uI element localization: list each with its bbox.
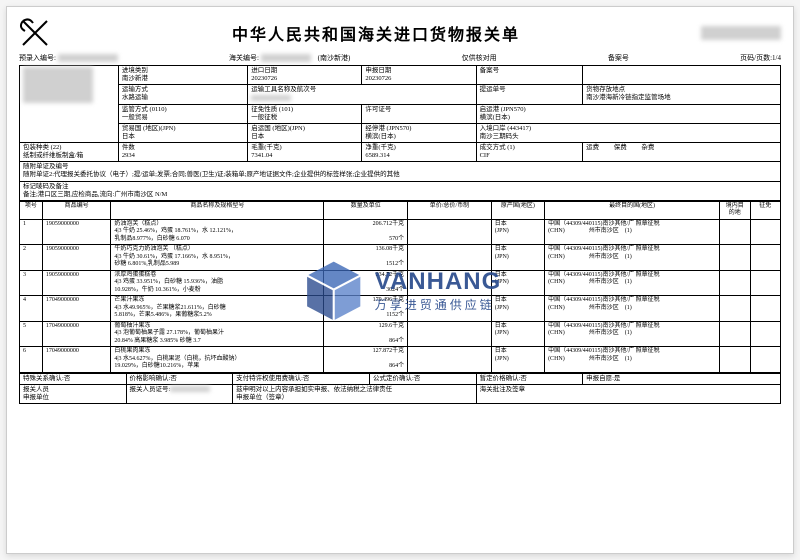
usage-note: 仅供核对用 bbox=[462, 53, 497, 63]
preentry-no: 预录入编号: X bbox=[19, 53, 118, 63]
record-no: 备案号 bbox=[608, 53, 629, 63]
item-row: 517049000000葡萄柚汁果冻 4|3 泡葡萄柚果子露 27.178%，葡… bbox=[20, 321, 781, 347]
customs-logo-icon bbox=[19, 17, 51, 49]
footer-table: 特殊关系确认:否 价格影响确认:否 支付特许权使用费确认:否 公式定价确认:否 … bbox=[19, 373, 781, 404]
customs-no: 海关编号: X (南沙新港) bbox=[229, 53, 350, 63]
doc-title: 中华人民共和国海关进口货物报关单 bbox=[71, 21, 681, 45]
items-table: 项号 商品编号 商品名称及规格型号 数量及单位 单价/总价/币制 原产国(地区)… bbox=[19, 201, 781, 373]
page-no: 页码/页数:1/4 bbox=[740, 53, 781, 63]
item-row: 219059000000牛奶巧克力奶油泡芙 （糕点） 4|3 牛奶 30.61%… bbox=[20, 245, 781, 271]
item-row: 617049000000白桃果肉果冻 4|3 水54.627%，白桃果泥（白桃，… bbox=[20, 347, 781, 373]
item-row: 319059000000浓厚鸡蛋蛋糕卷 4|3 鸡蛋 33.951%，白砂糖 1… bbox=[20, 270, 781, 296]
item-row: 417049000000芒果汁果冻 4|3 水49.965%，芒果糖浆21.61… bbox=[20, 296, 781, 322]
title-redacted: X bbox=[701, 26, 781, 40]
header-table: X 进境类别南沙新港 进口日期20230726 申报日期20230726 备案号… bbox=[19, 65, 781, 201]
item-row: 119059000000奶油泡芙（糕点） 4|3 牛奶 25.46%，鸡蛋 18… bbox=[20, 219, 781, 245]
